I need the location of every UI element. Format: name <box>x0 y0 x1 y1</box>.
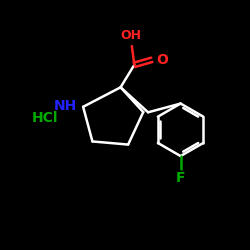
Text: F: F <box>176 170 185 184</box>
Text: OH: OH <box>120 29 141 42</box>
Text: O: O <box>156 53 168 67</box>
Text: HCl: HCl <box>32 110 58 124</box>
Text: NH: NH <box>54 98 77 112</box>
